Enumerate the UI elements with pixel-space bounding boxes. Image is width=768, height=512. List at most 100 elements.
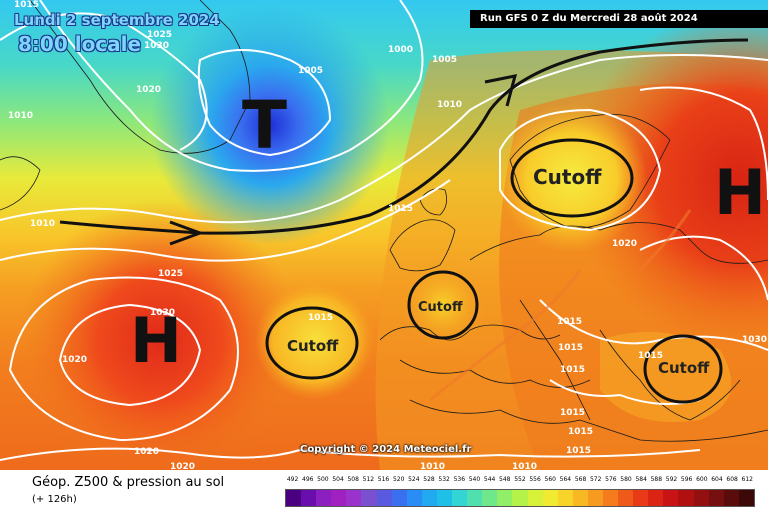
scale-color-swatch	[376, 490, 392, 506]
scale-color-swatch	[648, 490, 664, 506]
isobar-label: 1030	[150, 308, 175, 318]
forecast-date: Lundi 2 septembre 2024	[14, 11, 220, 29]
scale-color-swatch	[346, 490, 362, 506]
cutoff-france-circle	[407, 270, 479, 340]
isobar-label: 1015	[558, 343, 583, 353]
scale-value-label: 560	[544, 476, 556, 483]
isobar-label: 1020	[170, 462, 195, 470]
scale-color-swatch	[331, 490, 347, 506]
isobar-label: 1020	[612, 239, 637, 249]
scale-color-swatch	[587, 490, 603, 506]
scale-value-label: 512	[362, 476, 375, 483]
scale-value-label: 552	[514, 476, 526, 483]
scale-color-swatch	[286, 490, 302, 506]
scale-value-label: 516	[377, 476, 390, 483]
forecast-lead-time: (+ 126h)	[32, 494, 77, 505]
scale-color-swatch	[678, 490, 694, 506]
scale-color-swatch	[301, 490, 317, 506]
scale-color-swatch	[693, 490, 709, 506]
copyright-notice: Copyright © 2024 Meteociel.fr	[300, 444, 472, 455]
isobar-label: 1015	[566, 446, 591, 456]
scale-color-swatch	[512, 490, 528, 506]
isobar-label: 1015	[14, 0, 39, 10]
scale-value-label: 508	[347, 476, 359, 483]
scale-value-label: 608	[726, 476, 738, 483]
forecast-time: 8:00 locale	[18, 32, 142, 56]
flow-arrow-south	[429, 269, 582, 402]
cutoff-balkans-circle	[643, 334, 723, 404]
color-scale-labels: 492 496 500 504 508 512 516 520 524 528 532 536 540 5…	[285, 476, 755, 483]
isobar-label: 1010	[437, 100, 462, 110]
scale-value-label: 592	[665, 476, 678, 483]
scale-value-label: 524	[408, 476, 420, 483]
scale-color-swatch	[361, 490, 377, 506]
scale-color-swatch	[406, 490, 422, 506]
isobar-label: 1025	[147, 30, 172, 40]
scale-color-swatch	[557, 490, 573, 506]
scale-value-label: 568	[574, 476, 587, 483]
scale-color-swatch	[633, 490, 649, 506]
scale-value-label: 492	[286, 476, 299, 483]
scale-value-label: 600	[696, 476, 708, 483]
isobar-label: 1030	[742, 335, 767, 345]
scale-value-label: 588	[650, 476, 663, 483]
isobar-label: 1015	[638, 351, 663, 361]
scale-color-swatch	[708, 490, 724, 506]
scale-color-swatch	[723, 490, 739, 506]
scale-value-label: 500	[317, 476, 329, 483]
isobar-label: 1020	[134, 447, 159, 457]
scale-color-swatch	[467, 490, 483, 506]
scale-value-label: 564	[559, 476, 572, 483]
scale-color-swatch	[482, 490, 498, 506]
scale-color-swatch	[391, 490, 407, 506]
scale-value-label: 576	[605, 476, 617, 483]
high-pressure-east-letter: H	[714, 156, 766, 229]
isobar-labels: 1015 1025 1030 1010 1020 1000 1005 1010 …	[8, 0, 767, 472]
weather-map: T H H Cutoff Cutoff Cutoff Cutoff 1015 1…	[0, 0, 768, 472]
cutoff-balkans-label: Cutoff	[658, 359, 710, 377]
scale-color-swatch	[421, 490, 437, 506]
scale-value-label: 604	[711, 476, 723, 483]
isobar-label: 1015	[557, 317, 582, 327]
isobar-label: 1000	[388, 45, 413, 55]
isobar-label: 1015	[560, 408, 585, 418]
product-title: Géop. Z500 & pression au sol	[32, 475, 225, 490]
cutoff-north-label: Cutoff	[533, 165, 602, 189]
scale-value-label: 596	[680, 476, 693, 483]
cutoff-north-circle	[510, 138, 634, 218]
color-scale-legend: 492 496 500 504 508 512 516 520 524 528 532 536 540 5…	[285, 476, 755, 510]
scale-value-label: 532	[438, 476, 450, 483]
isobars	[0, 0, 768, 460]
scale-color-swatch	[602, 490, 619, 506]
isobar-label: 1015	[560, 365, 585, 375]
isobar-label: 1010	[8, 111, 33, 121]
isobar-label: 1015	[388, 204, 413, 214]
cutoff-west-label: Cutoff	[287, 337, 339, 355]
scale-value-label: 556	[529, 476, 541, 483]
scale-value-label: 528	[423, 476, 435, 483]
scale-value-label: 584	[635, 476, 647, 483]
scale-value-label: 520	[392, 476, 405, 483]
scale-color-swatch	[542, 490, 558, 506]
isobar-label: 1010	[420, 462, 445, 470]
cutoff-west-circle	[265, 306, 359, 380]
high-pressure-west-letter: H	[130, 304, 182, 377]
scale-value-label: 572	[589, 476, 602, 483]
isobar-label: 1020	[136, 85, 161, 95]
scale-color-swatch	[316, 490, 332, 506]
scale-value-label: 536	[453, 476, 466, 483]
cutoff-france-label: Cutoff	[418, 300, 463, 315]
isobar-label: 1010	[512, 462, 537, 470]
scale-value-label: 544	[483, 476, 496, 483]
isobar-label: 1015	[308, 313, 333, 323]
isobar-label: 1020	[62, 355, 87, 365]
scale-value-label: 496	[302, 476, 314, 483]
low-pressure-letter: T	[242, 87, 287, 164]
scale-value-label: 504	[332, 476, 344, 483]
scale-value-label: 580	[620, 476, 632, 483]
model-run-info: Run GFS 0 Z du Mercredi 28 août 2024	[470, 10, 768, 28]
isobar-label: 1010	[30, 219, 55, 229]
scale-value-label: 548	[499, 476, 511, 483]
scale-color-swatch	[452, 490, 468, 506]
scale-color-swatch	[738, 490, 754, 506]
